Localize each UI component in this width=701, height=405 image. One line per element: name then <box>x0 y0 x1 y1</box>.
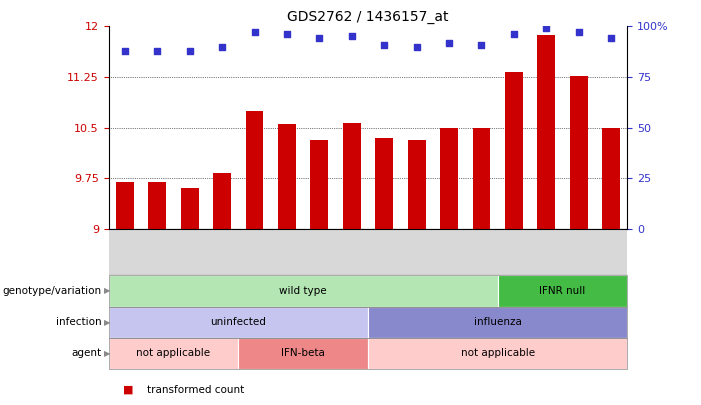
Point <box>281 31 292 38</box>
Point <box>508 31 519 38</box>
Bar <box>343 123 361 229</box>
Bar <box>408 140 426 229</box>
Point <box>151 47 163 54</box>
Bar <box>116 181 134 229</box>
Point <box>184 47 196 54</box>
Bar <box>278 124 296 229</box>
Text: not applicable: not applicable <box>461 348 535 358</box>
Text: ▶: ▶ <box>104 318 110 327</box>
Text: agent: agent <box>72 348 102 358</box>
Text: transformed count: transformed count <box>147 385 245 395</box>
Point <box>444 39 455 46</box>
Bar <box>505 72 523 229</box>
Bar <box>602 128 620 229</box>
Text: wild type: wild type <box>280 286 327 296</box>
Point <box>606 35 617 42</box>
Point <box>573 29 585 36</box>
Text: infection: infection <box>56 317 102 327</box>
Point <box>411 43 422 50</box>
Point <box>249 29 260 36</box>
Bar <box>311 140 328 229</box>
Bar <box>538 35 555 229</box>
Point <box>119 47 130 54</box>
Bar <box>570 76 587 229</box>
Bar <box>245 111 264 229</box>
Bar <box>149 181 166 229</box>
Point <box>217 43 228 50</box>
Title: GDS2762 / 1436157_at: GDS2762 / 1436157_at <box>287 10 449 24</box>
Point <box>540 25 552 32</box>
Point <box>346 33 358 40</box>
Bar <box>375 138 393 229</box>
Point <box>379 41 390 48</box>
Text: genotype/variation: genotype/variation <box>3 286 102 296</box>
Text: not applicable: not applicable <box>137 348 210 358</box>
Bar <box>213 173 231 229</box>
Bar <box>440 128 458 229</box>
Text: ▶: ▶ <box>104 349 110 358</box>
Text: ■: ■ <box>123 385 133 395</box>
Text: IFN-beta: IFN-beta <box>281 348 325 358</box>
Text: uninfected: uninfected <box>210 317 266 327</box>
Bar <box>181 188 198 229</box>
Point <box>314 35 325 42</box>
Bar <box>472 128 491 229</box>
Text: ▶: ▶ <box>104 286 110 296</box>
Text: IFNR null: IFNR null <box>540 286 585 296</box>
Text: influenza: influenza <box>474 317 522 327</box>
Point <box>476 41 487 48</box>
